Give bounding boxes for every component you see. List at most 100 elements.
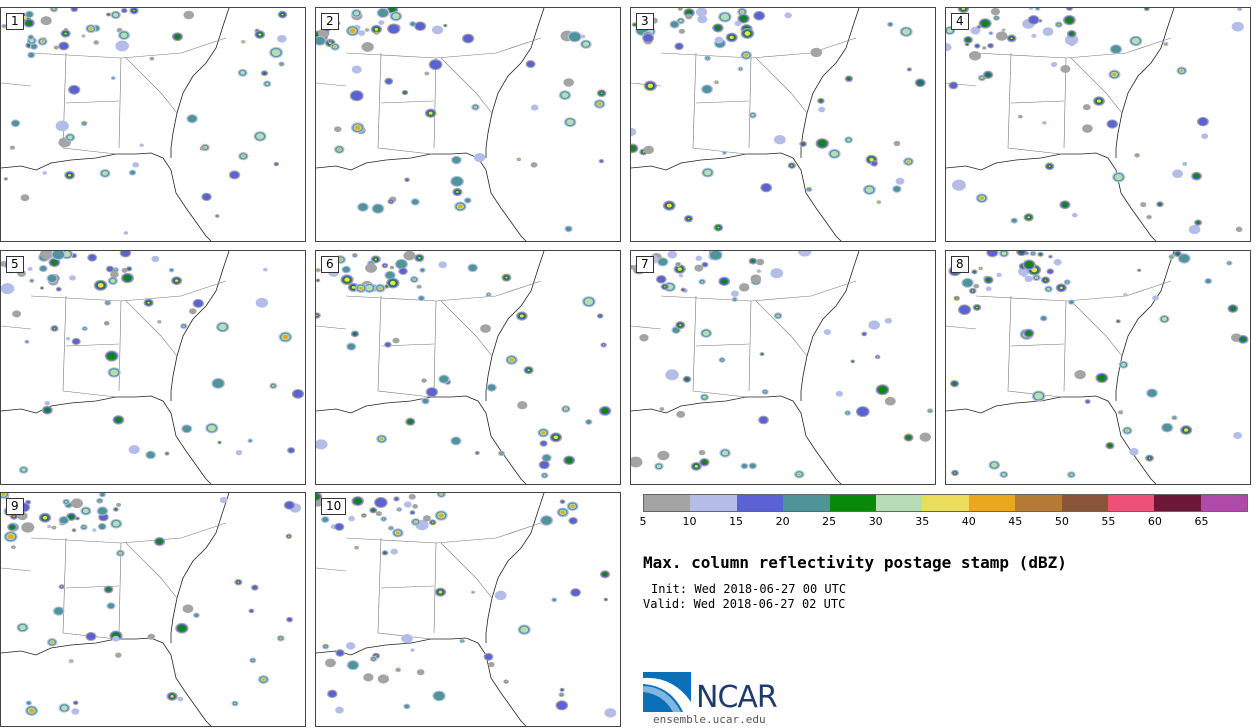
echo-cell [733, 298, 736, 301]
colorbar-segment [1107, 495, 1155, 511]
echo-cell [1129, 447, 1139, 456]
echo-cell [571, 589, 580, 596]
echo-cell [420, 268, 425, 272]
echo-cell [342, 266, 350, 273]
echo-cell [1032, 252, 1034, 255]
echo-cell [428, 111, 433, 115]
echo-cell [125, 232, 127, 234]
echo-cell [317, 279, 319, 282]
echo-cell [237, 581, 240, 583]
echo-cell [378, 287, 382, 290]
echo-cell [412, 504, 419, 509]
echo-cell [411, 199, 419, 205]
echo-cell [316, 439, 328, 450]
echo-cell [893, 140, 901, 147]
echo-cell [282, 334, 289, 340]
echo-cell [830, 150, 839, 157]
echo-cell [1082, 124, 1093, 133]
echo-cell [107, 13, 110, 16]
echo-cell [336, 650, 344, 656]
echo-cell [54, 607, 64, 615]
reflectivity-map [631, 251, 934, 484]
colorbar-tick-label: 55 [1101, 515, 1116, 528]
echo-cell [560, 500, 565, 503]
echo-cell [354, 498, 362, 505]
echo-cell [675, 43, 683, 50]
echo-cell [917, 80, 924, 86]
echo-cell [258, 33, 262, 36]
colorbar-tick-label: 5 [639, 515, 647, 528]
echo-cell [987, 251, 998, 257]
echo-cell [1126, 429, 1129, 432]
reflectivity-map [1, 251, 305, 484]
echo-cell [1228, 262, 1231, 264]
echo-cell [721, 359, 723, 361]
member-label: 2 [321, 13, 339, 30]
echo-cell [451, 437, 461, 445]
echo-cell [116, 502, 122, 507]
echo-cell [151, 255, 160, 263]
echo-cell [430, 60, 442, 70]
echo-cell [106, 587, 111, 592]
echo-cell [9, 525, 15, 530]
echo-cell [1047, 269, 1053, 274]
echo-cell [100, 493, 105, 497]
echo-cell [1061, 202, 1069, 208]
echo-cell [133, 9, 135, 12]
echo-cell [565, 408, 567, 410]
echo-cell [182, 604, 194, 614]
echo-cell [61, 705, 68, 711]
echo-cell [981, 20, 990, 27]
echo-cell [106, 302, 109, 304]
echo-cell [83, 327, 86, 330]
echo-cell [165, 452, 169, 455]
echo-cell [194, 613, 199, 617]
echo-cell [631, 145, 636, 152]
echo-cell [695, 255, 703, 262]
echo-cell [82, 35, 85, 37]
echo-cell [272, 385, 275, 387]
echo-cell [120, 251, 130, 257]
echo-cell [410, 511, 415, 514]
echo-cell [494, 590, 507, 601]
echo-cell [906, 435, 912, 440]
echo-cell [11, 120, 20, 127]
echo-cell [744, 31, 751, 36]
echo-cell [751, 259, 755, 263]
echo-cell [750, 274, 762, 283]
echo-cell [1011, 218, 1017, 223]
echo-cell [316, 36, 325, 45]
echo-cell [702, 85, 712, 93]
echo-cell [287, 617, 292, 622]
colorbar-segment [736, 495, 784, 511]
echo-cell [973, 283, 980, 289]
echo-cell [971, 290, 974, 292]
echo-cell [128, 445, 140, 455]
echo-cell [218, 323, 227, 331]
echo-cell [418, 296, 424, 301]
member-label: 9 [6, 498, 24, 515]
echo-cell [749, 463, 756, 469]
echo-cell [884, 396, 896, 406]
echo-cell [1027, 216, 1030, 219]
echo-cell [1021, 273, 1027, 278]
echo-cell [219, 497, 228, 504]
echo-cell [902, 28, 911, 35]
echo-cell [26, 701, 31, 705]
state-borders [1, 37, 227, 155]
echo-cell [1060, 64, 1071, 73]
echo-cell [423, 379, 425, 382]
echo-cell [385, 78, 392, 84]
echo-cell [182, 425, 192, 433]
colorbar-tick-label: 40 [961, 515, 976, 528]
echo-cell [351, 91, 363, 101]
echo-cell [68, 514, 74, 519]
echo-cell [384, 552, 386, 554]
echo-cell [119, 552, 122, 555]
member-panel-2: 2 [315, 7, 621, 242]
echo-cell [121, 267, 128, 273]
echo-cell [1231, 21, 1244, 32]
echo-cell [389, 8, 396, 13]
echo-cell [543, 474, 546, 477]
figure-title: Max. column reflectivity postage stamp (… [643, 553, 1067, 572]
